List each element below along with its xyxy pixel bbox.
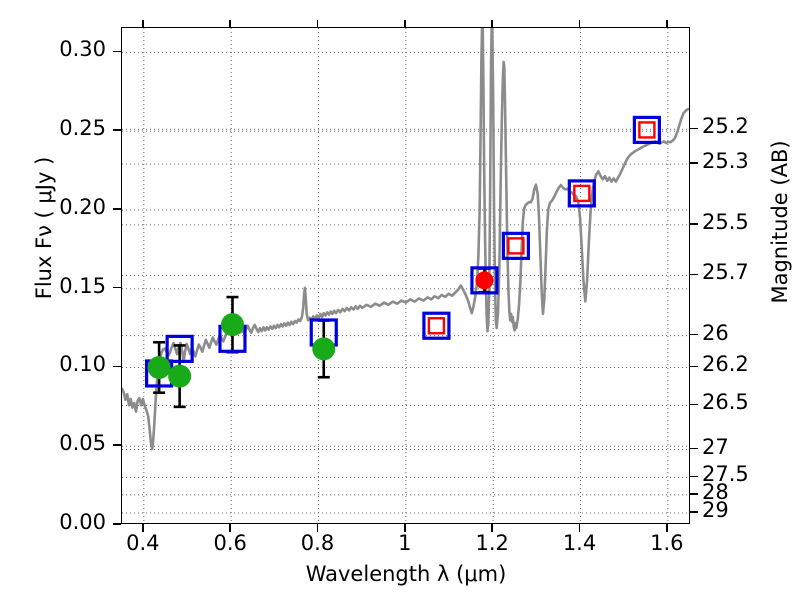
axis-tick xyxy=(690,365,698,368)
axis-tick xyxy=(113,129,121,131)
axis-tick xyxy=(491,524,493,532)
x-axis-tick-label: 1.6 xyxy=(650,531,684,555)
axis-tick xyxy=(578,20,581,28)
y-axis-right-tick-label: 25.7 xyxy=(702,260,749,285)
axis-tick xyxy=(690,223,698,225)
y-axis-right-tick-label: 25.3 xyxy=(702,149,749,174)
y-axis-right-tick-label: 26 xyxy=(702,320,729,345)
x-axis-title-text: Wavelength λ (μm) xyxy=(305,562,507,586)
axis-tick xyxy=(113,50,121,53)
y-axis-left-tick-label: 0.20 xyxy=(59,194,106,219)
axis-tick xyxy=(666,524,668,532)
plot-canvas xyxy=(122,28,689,523)
axis-tick xyxy=(113,444,121,446)
axis-tick xyxy=(690,493,698,495)
x-axis-tick-label: 1.2 xyxy=(475,531,509,555)
y-axis-left-tick-label: 0.05 xyxy=(59,431,106,456)
axis-tick xyxy=(404,524,406,532)
axis-tick xyxy=(113,208,121,210)
axis-tick xyxy=(229,524,231,532)
axis-tick xyxy=(491,20,493,28)
axis-tick xyxy=(690,333,698,336)
axis-tick xyxy=(113,523,121,525)
x-axis-tick-label: 0.4 xyxy=(126,531,160,555)
axis-tick xyxy=(690,273,698,276)
axis-tick xyxy=(690,162,698,164)
axis-tick xyxy=(690,127,698,130)
axis-tick xyxy=(690,475,698,478)
y-axis-left-tick-label: 0.00 xyxy=(59,510,106,534)
y-axis-right-tick-label: 29 xyxy=(702,498,729,523)
axis-tick xyxy=(690,403,698,406)
y-axis-right-tick-label: 27 xyxy=(702,434,729,459)
plot-area xyxy=(121,27,690,524)
x-axis-tick-label: 0.6 xyxy=(213,531,247,555)
y-axis-left-tick-label: 0.15 xyxy=(59,273,106,298)
axis-tick xyxy=(142,524,144,532)
y-axis-right-tick-label: 26.2 xyxy=(702,352,749,377)
axis-tick xyxy=(404,20,406,28)
y-axis-right-tick-label: 28 xyxy=(702,479,729,504)
axis-tick xyxy=(113,365,121,368)
y-axis-left-tick-label: 0.30 xyxy=(59,37,106,62)
y-axis-left-tick-label: 0.25 xyxy=(59,116,106,141)
axis-tick xyxy=(113,286,121,289)
observed-photometry-markers xyxy=(147,271,494,388)
y-axis-left-tick-label: 0.10 xyxy=(59,352,106,377)
axis-tick xyxy=(690,511,698,513)
y-axis-right-tick-label: 26.5 xyxy=(702,390,749,415)
axis-tick xyxy=(316,524,319,532)
x-axis-tick-label: 1 xyxy=(398,531,412,555)
axis-tick xyxy=(666,20,668,28)
grid-lines xyxy=(122,28,689,523)
axis-tick xyxy=(578,524,581,532)
x-axis-tick-label: 0.8 xyxy=(300,531,335,555)
axis-tick xyxy=(142,20,144,28)
axis-tick xyxy=(229,20,231,28)
axis-tick xyxy=(316,20,319,28)
spectrum-curve xyxy=(122,28,689,451)
y-axis-right-tick-label: 27.5 xyxy=(702,462,749,487)
x-axis-title: Wavelength λ (μm) xyxy=(180,562,632,586)
axis-tick xyxy=(690,447,698,450)
y-axis-right-tick-label: 25.2 xyxy=(702,114,749,139)
y-axis-right-tick-label: 25.5 xyxy=(702,209,749,234)
x-axis-tick-label: 1.4 xyxy=(562,531,597,555)
